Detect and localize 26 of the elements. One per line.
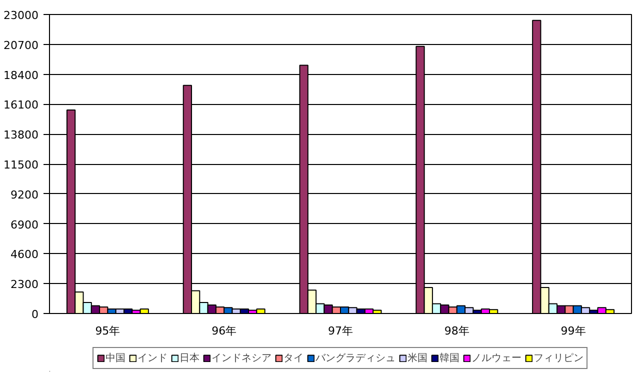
legend-label: 米国 (408, 352, 428, 365)
y-tick-label: 2300 (10, 278, 39, 292)
x-tick-label: 99年 (560, 324, 586, 338)
x-tick-label: 95年 (95, 324, 120, 338)
legend-label: インドネシア (212, 352, 272, 365)
y-tick-label: 6900 (10, 218, 39, 232)
y-tick-label: 11500 (4, 158, 39, 172)
x-tick-label: 98年 (444, 324, 470, 338)
y-tick-label: 16100 (4, 98, 39, 112)
legend-label: 日本 (180, 352, 200, 365)
y-tick-label: 20700 (4, 38, 39, 52)
legend-label: 韓国 (440, 352, 460, 365)
legend-label: インド (138, 352, 168, 365)
legend-label: 中国 (106, 352, 126, 365)
y-tick-label: 13800 (4, 128, 39, 142)
x-tick-label: 97年 (328, 324, 353, 338)
y-tick-label: 9200 (10, 188, 39, 202)
y-tick-label: 23000 (4, 9, 39, 22)
legend-label: ノルウェー (472, 352, 522, 365)
legend-label: バングラディシュ (316, 352, 396, 365)
x-tick-label: 96年 (212, 324, 237, 338)
y-tick-label: 0 (32, 308, 38, 321)
y-tick-label: 4600 (10, 248, 39, 262)
legend-label: タイ (284, 352, 304, 365)
y-tick-label: 18400 (4, 68, 39, 82)
legend-label: フィリピン (534, 352, 584, 365)
